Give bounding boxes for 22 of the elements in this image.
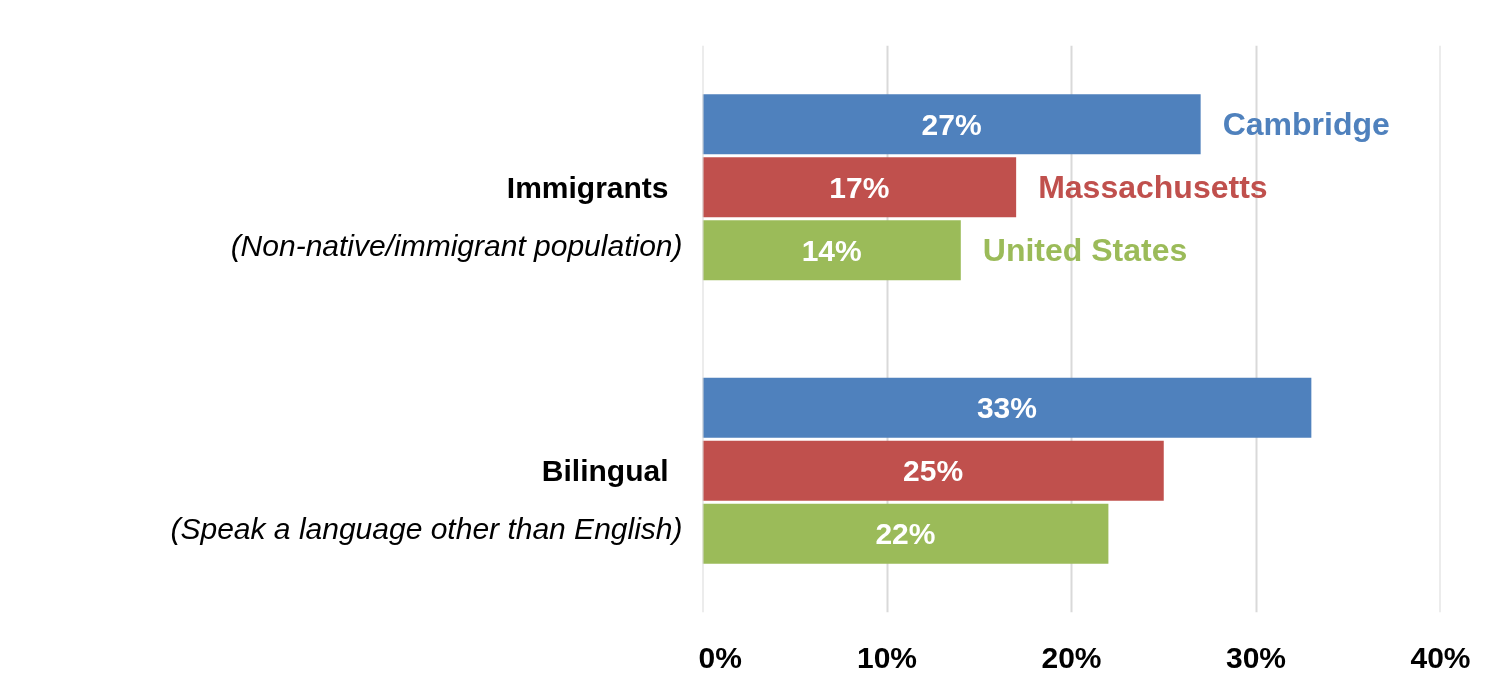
bar xyxy=(702,220,961,281)
data-label: 33% xyxy=(976,391,1037,425)
data-label: 25% xyxy=(903,454,964,488)
bar xyxy=(702,377,1312,438)
x-tick-label: 0% xyxy=(698,640,742,674)
y-tick-label: Bilingual (Speak a language other than English) xyxy=(170,454,683,546)
bar xyxy=(702,440,1164,501)
x-tick-label: 20% xyxy=(1041,640,1102,674)
y-tick-label: Immigrants (Non-native/immigrant population) xyxy=(230,170,683,262)
x-tick-label: 40% xyxy=(1410,640,1471,674)
data-label: 14% xyxy=(801,233,862,267)
data-label: 27% xyxy=(921,107,982,141)
data-label: 17% xyxy=(829,170,890,204)
data-label: 22% xyxy=(875,517,936,551)
x-tick-label: 30% xyxy=(1225,640,1287,674)
bar xyxy=(702,503,1109,564)
series-label: Cambridge xyxy=(1222,106,1390,143)
bar xyxy=(702,157,1017,218)
series-label: United States xyxy=(982,232,1188,269)
bar xyxy=(702,94,1201,155)
x-tick-label: 10% xyxy=(856,640,918,674)
series-label: Massachusetts xyxy=(1038,169,1268,206)
